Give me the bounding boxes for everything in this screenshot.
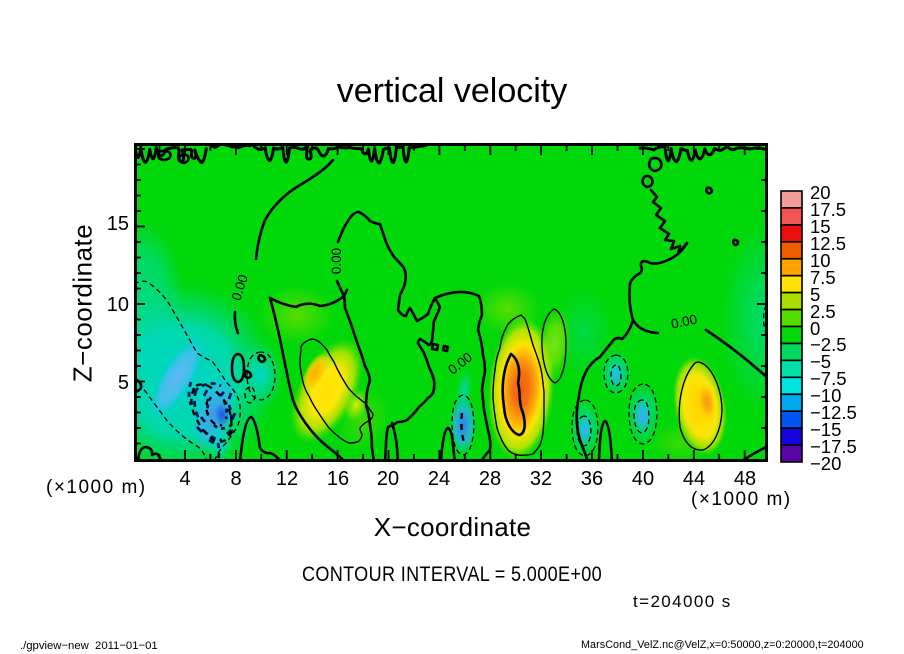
svg-text:0.00: 0.00: [670, 312, 699, 332]
svg-text:0.00: 0.00: [329, 248, 344, 274]
